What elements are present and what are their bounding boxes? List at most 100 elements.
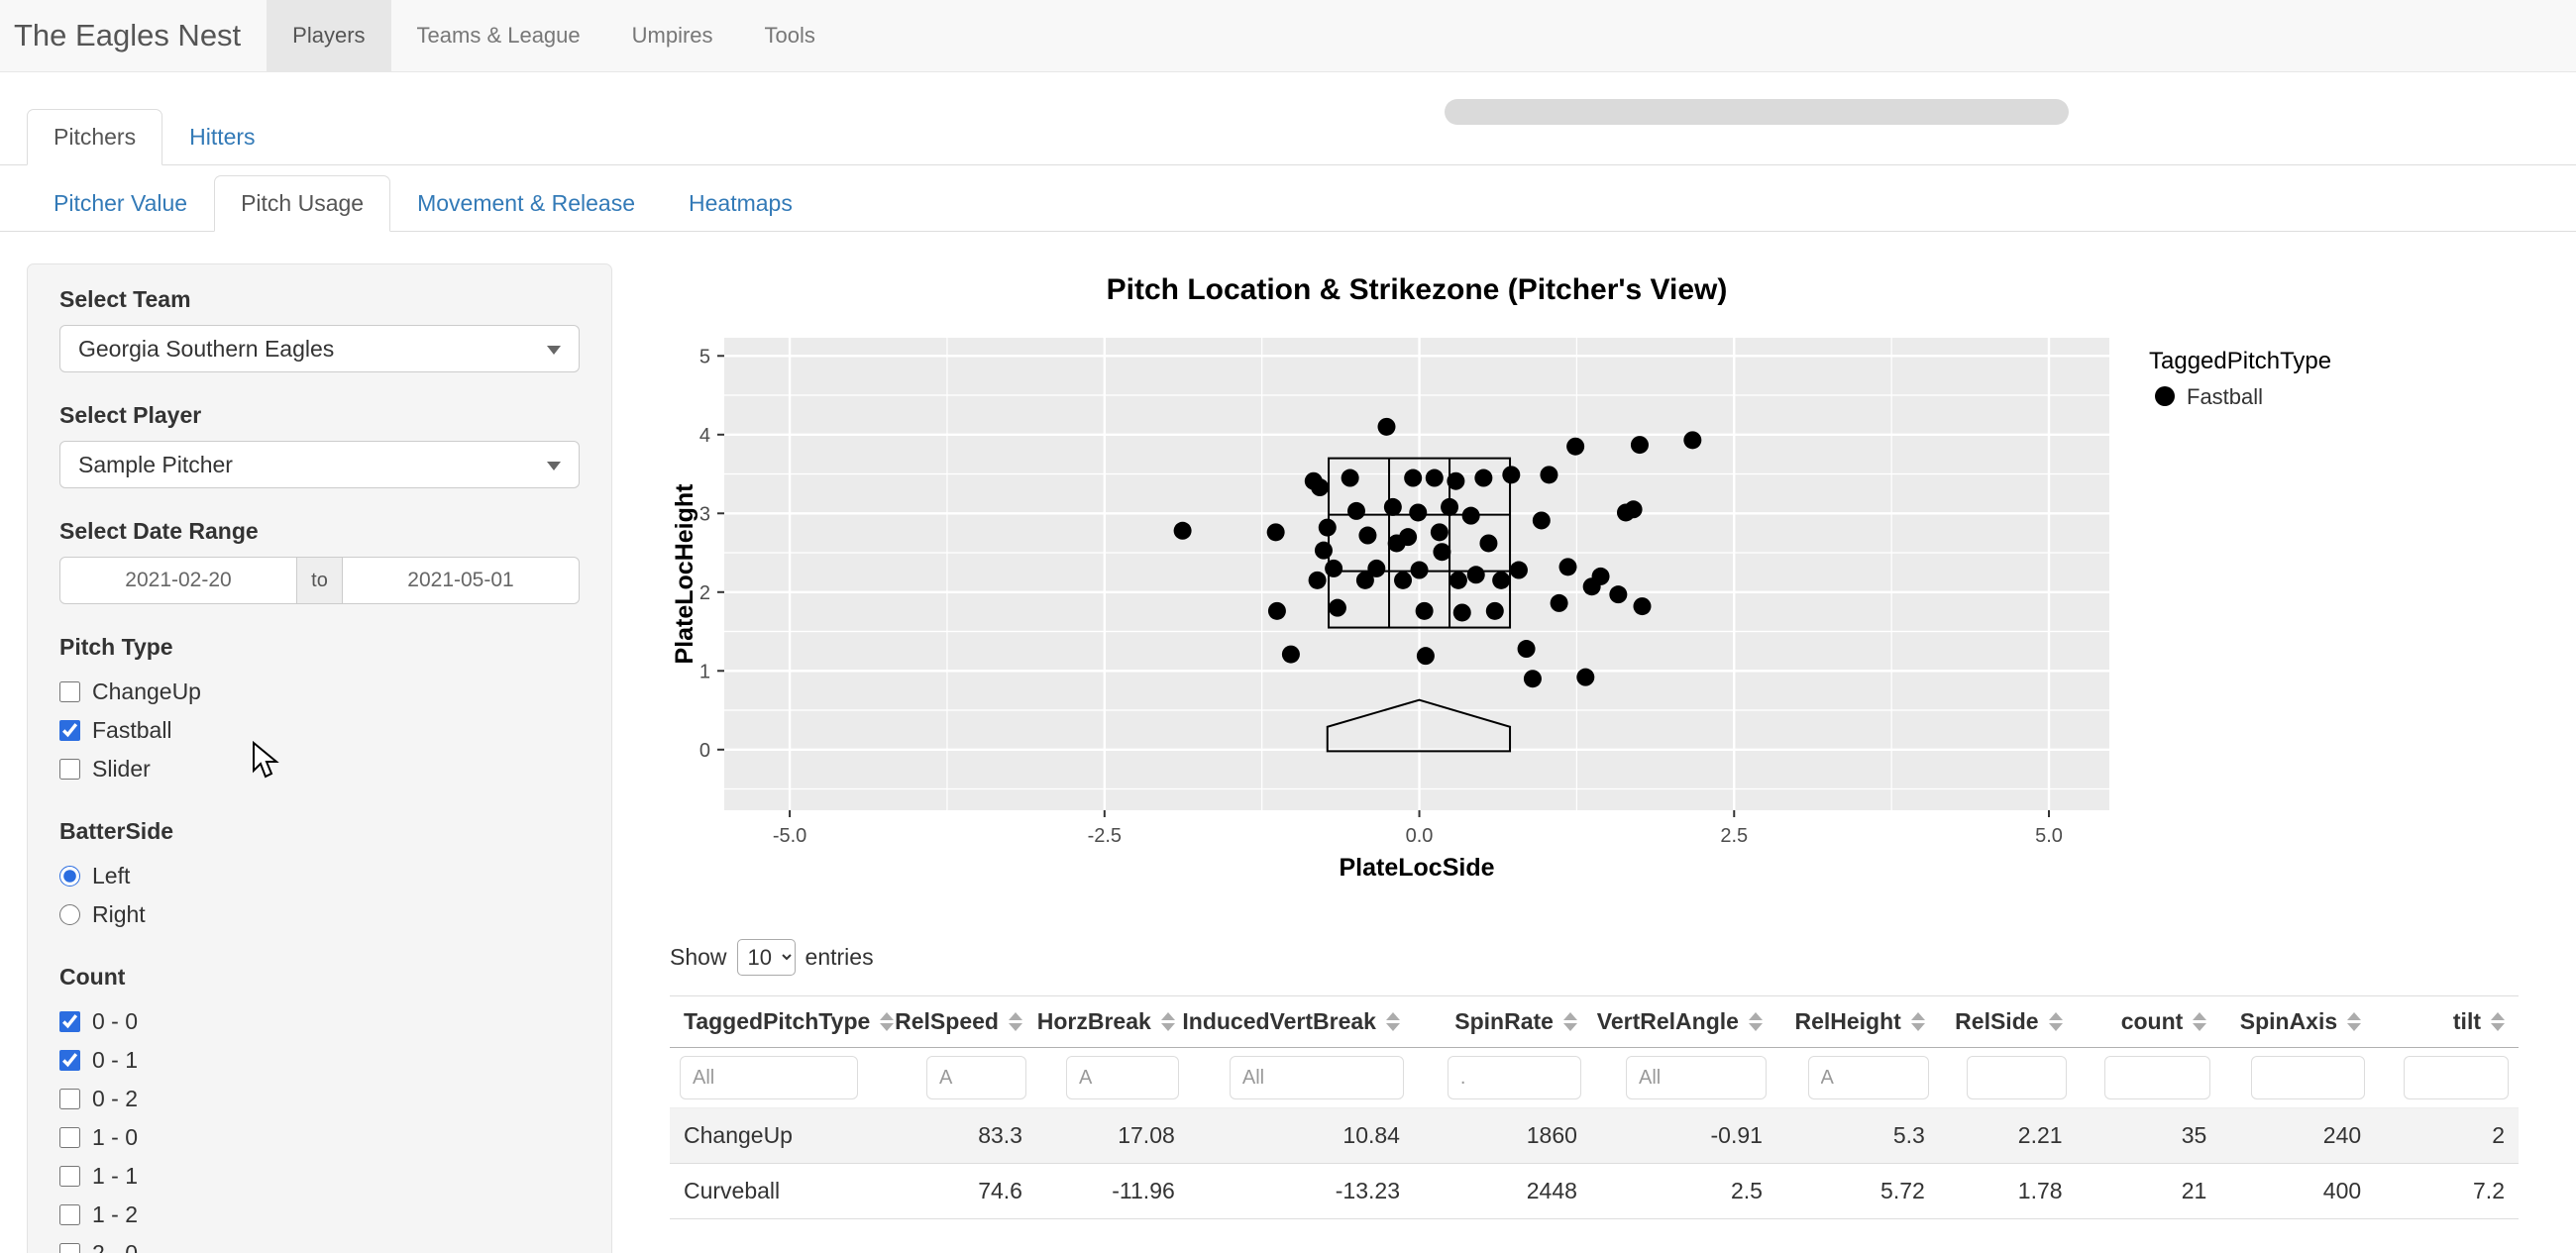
cell-taggedpitchtype: Curveball [684,1178,781,1203]
subtab-heatmaps[interactable]: Heatmaps [689,190,793,216]
column-filter-input-horzbreak[interactable] [1066,1056,1179,1099]
batter-side-option-label: Left [92,863,131,888]
column-header-relspeed[interactable]: RelSpeed [895,995,1036,1048]
batter-side-option-left[interactable]: Left [59,857,580,895]
tab-pitchers[interactable]: Pitchers [27,109,163,165]
pitch-type-checkbox-fastball[interactable] [59,720,80,741]
count-label: Count [59,964,126,990]
pitch-type-option-slider[interactable]: Slider [59,750,580,788]
count-checkbox-1-1[interactable] [59,1166,80,1187]
pitch-type-option-fastball[interactable]: Fastball [59,711,580,750]
table-header-row: TaggedPitchType RelSpeed HorzBreak InducedV… [670,995,2519,1048]
column-header-count[interactable]: count [2076,995,2221,1048]
column-filter-input-spinaxis[interactable] [2250,1056,2366,1099]
pitch-type-option-changeup[interactable]: ChangeUp [59,673,580,711]
pitch-type-checkbox-slider[interactable] [59,759,80,780]
count-option-0-1[interactable]: 0 - 1 [59,1041,580,1080]
column-header-tilt[interactable]: tilt [2375,995,2519,1048]
count-checkbox-0-0[interactable] [59,1011,80,1032]
cell-relheight: 5.3 [1892,1122,1925,1148]
nav-item-players[interactable]: Players [267,0,391,71]
count-option-1-2[interactable]: 1 - 2 [59,1196,580,1234]
player-select[interactable]: Sample Pitcher [59,441,580,488]
column-filter-input-tilt[interactable] [2403,1056,2509,1099]
svg-text:3: 3 [699,503,710,525]
count-option-0-0[interactable]: 0 - 0 [59,1002,580,1041]
column-header-label: RelSpeed [895,1008,999,1034]
pitch-type-checkbox-changeup[interactable] [59,681,80,702]
player-select-value: Sample Pitcher [78,451,233,477]
page-length-select[interactable]: 10 [736,939,796,976]
tab-hitters[interactable]: Hitters [189,124,256,150]
batter-side-radio-left[interactable] [59,866,80,887]
entries-label: entries [805,944,874,970]
column-header-label: HorzBreak [1036,1008,1151,1034]
cell-relheight: 5.72 [1880,1178,1925,1203]
date-start-input[interactable] [59,557,297,604]
column-filter-input-relheight[interactable] [1807,1056,1929,1099]
column-header-inducedvertbreak[interactable]: InducedVertBreak [1182,995,1414,1048]
subtab-movement-release[interactable]: Movement & Release [417,190,635,216]
show-entries-control: Show 10 entries [670,939,2519,976]
column-header-relside[interactable]: RelSide [1938,995,2077,1048]
column-header-vertrelangle[interactable]: VertRelAngle [1590,995,1776,1048]
count-option-0-2[interactable]: 0 - 2 [59,1080,580,1118]
column-header-relheight[interactable]: RelHeight [1775,995,1939,1048]
svg-text:5.0: 5.0 [2035,825,2063,847]
count-option-1-1[interactable]: 1 - 1 [59,1157,580,1196]
cell-spinaxis: 400 [2322,1178,2362,1203]
column-header-spinrate[interactable]: SpinRate [1413,995,1591,1048]
navbar-menu: Players Teams & League Umpires Tools [267,0,841,71]
pitch-type-option-label: Slider [92,756,151,782]
svg-text:0.0: 0.0 [1406,825,1434,847]
filter-cell-taggedpitchtype [670,1047,900,1108]
subtab-pitcher-value[interactable]: Pitcher Value [54,190,188,216]
nav-item-tools[interactable]: Tools [764,23,815,48]
sidebar-filters-panel: Select Team Georgia Southern Eagles Sele… [27,263,612,1253]
date-range-label: Select Date Range [59,518,259,544]
count-option-label: 0 - 0 [92,1008,139,1034]
column-header-horzbreak[interactable]: HorzBreak [1035,995,1189,1048]
column-filter-input-vertrelangle[interactable] [1626,1056,1767,1099]
nav-item-teams-league[interactable]: Teams & League [416,23,581,48]
column-filter-input-relside[interactable] [1966,1056,2067,1099]
filter-cell-count [2076,1047,2221,1108]
sort-icon [1910,1012,1925,1031]
cell-relside: 2.21 [2017,1122,2063,1148]
chevron-down-icon [547,462,561,470]
count-checkbox-0-2[interactable] [59,1089,80,1109]
cell-count: 21 [2181,1178,2207,1203]
count-option-2-0[interactable]: 2 - 0 [59,1234,580,1253]
count-checkbox-1-0[interactable] [59,1127,80,1148]
count-option-1-0[interactable]: 1 - 0 [59,1118,580,1157]
subtab-pitch-usage[interactable]: Pitch Usage [214,175,391,232]
column-filter-input-taggedpitchtype[interactable] [680,1056,858,1099]
cell-spinrate: 1860 [1526,1122,1577,1148]
app-title: The Eagles Nest [14,18,242,52]
cell-horzbreak: 17.08 [1118,1122,1175,1148]
column-filter-input-relspeed[interactable] [926,1056,1026,1099]
cell-horzbreak: -11.96 [1112,1178,1175,1203]
column-header-spinaxis[interactable]: SpinAxis [2220,995,2376,1048]
team-select[interactable]: Georgia Southern Eagles [59,325,580,372]
column-header-label: SpinAxis [2239,1008,2338,1034]
count-group: Count 0 - 0 0 - 1 0 - 2 1 - 0 1 - 1 1 - 2 2 - … [59,964,580,1253]
column-filter-input-count[interactable] [2104,1056,2211,1099]
column-filter-input-spinrate[interactable] [1447,1056,1581,1099]
count-checkbox-1-2[interactable] [59,1204,80,1225]
batter-side-radio-right[interactable] [59,904,80,925]
sort-icon [1562,1012,1577,1031]
pitch-data-table: TaggedPitchType RelSpeed HorzBreak InducedV… [670,995,2519,1219]
nav-item-umpires[interactable]: Umpires [631,23,713,48]
count-checkbox-2-0[interactable] [59,1243,80,1253]
cell-spinaxis: 240 [2322,1122,2362,1148]
cell-count: 35 [2181,1122,2207,1148]
count-checkbox-0-1[interactable] [59,1050,80,1071]
secondary-tabset: Pitcher Value Pitch Usage Movement & Relea… [0,175,2576,232]
cell-inducedvertbreak: 10.84 [1342,1122,1400,1148]
date-end-input[interactable] [342,557,580,604]
column-header-label: VertRelAngle [1596,1008,1739,1034]
column-header-taggedpitchtype[interactable]: TaggedPitchType [670,995,900,1048]
column-filter-input-inducedvertbreak[interactable] [1229,1056,1404,1099]
batter-side-option-right[interactable]: Right [59,895,580,934]
